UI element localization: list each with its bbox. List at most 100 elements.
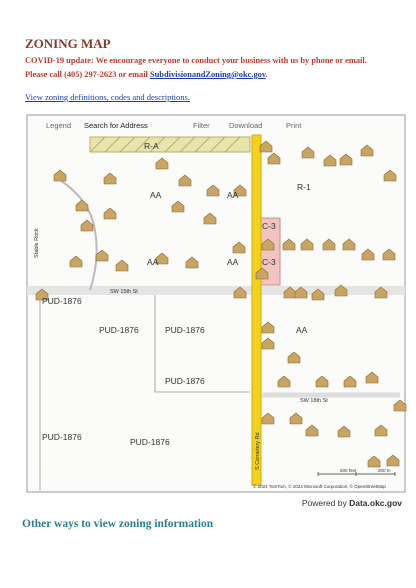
- house-icon: [203, 212, 217, 225]
- zone-label: R-1: [297, 182, 311, 192]
- house-icon: [261, 238, 275, 251]
- zone-label: AA: [227, 190, 239, 200]
- toolbar-item[interactable]: Download: [229, 121, 262, 130]
- house-icon: [287, 351, 301, 364]
- toolbar-item[interactable]: Search for Address: [84, 121, 148, 130]
- page-title: ZONING MAP: [25, 36, 111, 51]
- attribution: © 2024 TomTom, © 2024 Microsoft Corporat…: [253, 483, 386, 489]
- zone-label: PUD-1876: [165, 376, 205, 386]
- zone-label: PUD-1876: [130, 437, 170, 447]
- house-icon: [294, 286, 308, 299]
- house-icon: [115, 259, 129, 272]
- house-icon: [277, 375, 291, 388]
- street-label: SW 18th St: [300, 398, 328, 404]
- houses: [35, 140, 407, 468]
- house-icon: [80, 219, 94, 232]
- house-icon: [374, 424, 388, 437]
- house-icon: [206, 184, 220, 197]
- street-label: SW 15th St: [110, 289, 138, 295]
- house-icon: [383, 169, 397, 182]
- house-icon: [103, 172, 117, 185]
- house-icon: [311, 288, 325, 301]
- scale-bar: [317, 472, 396, 476]
- house-icon: [171, 200, 185, 213]
- house-icon: [339, 153, 353, 166]
- house-icon: [315, 375, 329, 388]
- house-icon: [282, 238, 296, 251]
- house-icon: [185, 256, 199, 269]
- house-icon: [305, 424, 319, 437]
- house-icon: [261, 412, 275, 425]
- house-icon: [386, 454, 400, 467]
- zone-label: PUD-1876: [99, 325, 139, 335]
- zone-label: PUD-1876: [42, 296, 82, 306]
- house-icon: [155, 157, 169, 170]
- zone-label: PUD-1876: [42, 432, 82, 442]
- street-label: S Cemetery Rd: [255, 432, 261, 470]
- toolbar-item[interactable]: Filter: [193, 121, 210, 130]
- zone-label: PUD-1876: [165, 325, 205, 335]
- road: [27, 286, 405, 295]
- zone-label: AA: [150, 190, 162, 200]
- email-link[interactable]: SubdivisionandZoning@okc.gov: [149, 70, 266, 79]
- scale-label: 600 feet: [340, 468, 357, 473]
- house-icon: [53, 169, 67, 182]
- scale-label: 200 m: [378, 468, 391, 473]
- house-icon: [360, 144, 374, 157]
- notice-text: .: [265, 70, 268, 79]
- house-icon: [337, 425, 351, 438]
- house-icon: [267, 152, 281, 165]
- notice-text: Please call (405) 297-2623 or email: [25, 70, 148, 79]
- toolbar-item[interactable]: Print: [286, 121, 302, 130]
- definitions-link[interactable]: View zoning definitions, codes and descr…: [25, 92, 190, 102]
- house-icon: [301, 146, 315, 159]
- street: [59, 179, 98, 291]
- house-icon: [103, 207, 117, 220]
- house-icon: [393, 399, 407, 412]
- house-icon: [75, 199, 89, 212]
- house-icon: [233, 286, 247, 299]
- powered-by: Powered by Data.okc.gov: [302, 498, 402, 508]
- house-icon: [374, 286, 388, 299]
- house-icon: [155, 252, 169, 265]
- zone-label: R-A: [144, 141, 159, 151]
- notice: COVID-19 update: We encourage everyone t…: [25, 56, 367, 65]
- house-icon: [343, 375, 357, 388]
- section-heading: Other ways to view zoning information: [22, 518, 214, 530]
- house-icon: [35, 288, 49, 301]
- house-icon: [178, 174, 192, 187]
- house-icon: [261, 321, 275, 334]
- map: Legend Search for Address Filter Downloa…: [26, 114, 407, 493]
- zone-label: C-3: [262, 257, 276, 267]
- zone-label: AA: [296, 325, 308, 335]
- zone-label: AA: [227, 257, 239, 267]
- street-label: Stable Rock: [34, 228, 40, 258]
- house-icon: [342, 238, 356, 251]
- house-icon: [322, 238, 336, 251]
- ra-strip: [89, 136, 251, 153]
- house-icon: [382, 248, 396, 261]
- toolbar-item[interactable]: Legend: [46, 121, 71, 130]
- notice: Please call (405) 297-2623 or email Subd…: [25, 70, 268, 79]
- house-icon: [233, 184, 247, 197]
- house-icon: [232, 241, 246, 254]
- house-icon: [334, 284, 348, 297]
- house-icon: [259, 140, 273, 153]
- house-icon: [365, 371, 379, 384]
- house-icon: [361, 248, 375, 261]
- powered-text: Powered by: [301, 498, 347, 508]
- house-icon: [255, 267, 269, 280]
- main-road: [251, 134, 262, 486]
- house-icon: [323, 154, 337, 167]
- powered-link[interactable]: Data.okc.gov: [349, 498, 402, 508]
- house-icon: [300, 238, 314, 251]
- house-icon: [289, 412, 303, 425]
- zone-boundary: [39, 295, 250, 490]
- zone-label: C-3: [262, 221, 276, 231]
- house-icon: [367, 455, 381, 468]
- house-icon: [95, 249, 109, 262]
- hatch: [89, 136, 241, 153]
- house-icon: [261, 337, 275, 350]
